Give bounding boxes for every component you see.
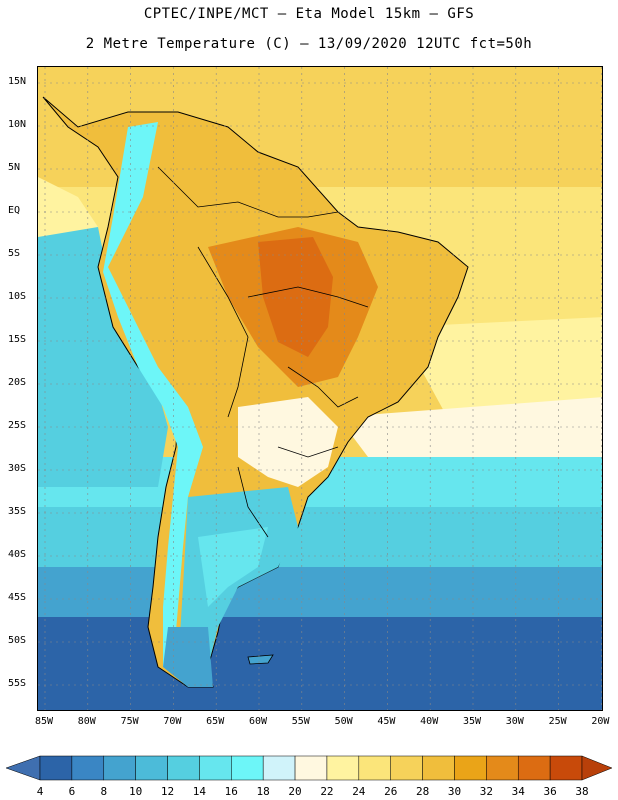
- colorbar-tick-label: 28: [415, 785, 430, 798]
- hottest-zone: [258, 237, 333, 357]
- map-title-line2: 2 Metre Temperature (C) – 13/09/2020 12U…: [85, 36, 533, 52]
- colorbar-tick-label: 12: [160, 785, 175, 798]
- latitude-label: 5N: [8, 162, 21, 173]
- border-center: [247, 286, 369, 308]
- colorbar-tick-label: 38: [575, 785, 589, 798]
- border-south-central: [287, 366, 359, 408]
- latitude-label: 25S: [8, 420, 27, 431]
- colorbar-swatch: [454, 755, 487, 781]
- colorbar-tick-label: 6: [68, 785, 76, 798]
- colorbar-swatch: [199, 755, 232, 781]
- ocean-band-cool2: [38, 507, 602, 567]
- colorbar-tick-label: 14: [192, 785, 207, 798]
- border-west: [197, 246, 249, 418]
- pacific-warm-zone: [38, 177, 98, 237]
- colorbar-tick-label: 8: [100, 785, 108, 798]
- longitude-label: 55W: [291, 716, 310, 727]
- latitude-label: 55S: [8, 678, 27, 689]
- colorbar-tick-label: 26: [384, 785, 398, 798]
- longitude-label: 65W: [206, 716, 225, 727]
- latitude-label: 30S: [8, 463, 27, 474]
- longitude-label: 85W: [34, 716, 54, 727]
- colorbar-swatch: [422, 755, 455, 781]
- colorbar-swatch: [326, 755, 360, 781]
- colorbar-swatch: [358, 755, 391, 781]
- colorbar-tick-label: 24: [352, 785, 366, 798]
- colorbar-min-arrow: [5, 755, 41, 781]
- colorbar-swatch: [390, 755, 423, 781]
- colorbar-swatch: [135, 755, 168, 781]
- longitude-label: 30W: [505, 716, 524, 727]
- longitude-label: 80W: [77, 716, 96, 727]
- ocean-temperature-field: [38, 67, 602, 710]
- pacific-cool-zone: [38, 207, 168, 487]
- longitude-label: 60W: [248, 716, 268, 727]
- colorbar-tick-label: 30: [447, 785, 462, 798]
- colorbar-tick-label: 34: [511, 785, 525, 798]
- colorbar-swatch: [517, 755, 551, 781]
- pampas-cool-zone: [198, 527, 268, 607]
- latitude-label: 15N: [8, 76, 27, 87]
- longitude-label: 50W: [334, 716, 353, 727]
- longitude-label: 20W: [591, 716, 610, 727]
- longitude-label: 25W: [548, 716, 567, 727]
- temperature-map: [38, 67, 602, 710]
- colorbar-swatch: [103, 755, 136, 781]
- colorbar-swatch: [262, 755, 296, 781]
- latitude-label: EQ: [8, 205, 21, 216]
- colorbar-max-arrow: [581, 755, 613, 781]
- longitude-label: 70W: [163, 716, 182, 727]
- latitude-label: 15S: [8, 334, 27, 345]
- latitude-label: 20S: [8, 377, 27, 388]
- colorbar-tick-label: 10: [129, 785, 143, 798]
- map-title-line1: CPTEC/INPE/MCT – Eta Model 15km – GFS: [143, 6, 475, 22]
- colorbar-swatch: [294, 755, 328, 781]
- graticule: [38, 67, 602, 710]
- longitude-label: 35W: [462, 716, 482, 727]
- ocean-band-cold: [38, 567, 602, 617]
- longitude-label: 40W: [420, 716, 439, 727]
- colorbar-swatch: [71, 755, 105, 781]
- land-temperature-field: [42, 96, 469, 688]
- colorbar-swatch: [39, 755, 73, 781]
- longitude-label: 75W: [120, 716, 139, 727]
- colorbar-tick-label: 18: [256, 785, 270, 798]
- andes-cold-zone: [103, 122, 203, 667]
- border-southeast: [277, 446, 339, 458]
- latitude-label: 10N: [8, 119, 27, 130]
- falkland-islands: [247, 654, 274, 665]
- south-central-mild-zone: [238, 397, 338, 487]
- border-south: [237, 466, 269, 538]
- colorbar-swatch: [549, 755, 583, 781]
- latitude-label: 35S: [8, 506, 27, 517]
- colorbar-tick-label: 4: [36, 785, 44, 798]
- latitude-label: 10S: [8, 291, 27, 302]
- latitude-label: 5S: [8, 248, 21, 259]
- colorbar-swatch: [167, 755, 200, 781]
- longitude-label: 45W: [377, 716, 396, 727]
- latitude-label: 45S: [8, 592, 27, 603]
- colorbar-swatch: [231, 755, 264, 781]
- colorbar-tick-label: 20: [288, 785, 302, 798]
- latitude-label: 50S: [8, 635, 27, 646]
- country-borders: [157, 166, 369, 538]
- colorbar-tick-label: 16: [224, 785, 238, 798]
- colorbar-tick-label: 32: [479, 785, 493, 798]
- latitude-label: 40S: [8, 549, 27, 560]
- map-panel: [37, 66, 603, 711]
- temperature-colorbar: [5, 755, 613, 781]
- colorbar-tick-label: 36: [543, 785, 557, 798]
- border-north: [157, 166, 339, 218]
- colorbar-tick-label: 22: [320, 785, 334, 798]
- colorbar-swatch: [486, 755, 519, 781]
- ocean-band-coldest: [38, 617, 602, 710]
